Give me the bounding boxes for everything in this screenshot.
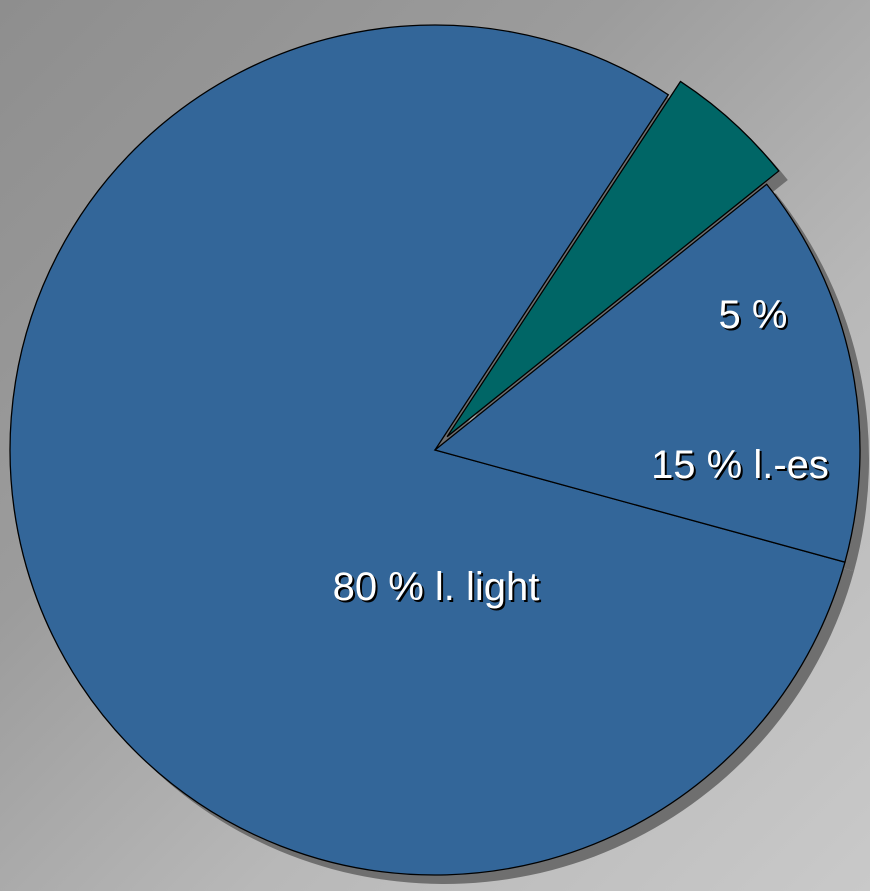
pie-slices — [9, 24, 861, 876]
slice-label-2: 15 % l.-es — [651, 443, 829, 487]
pie-slice-3 — [9, 24, 846, 876]
slice-label-shadow: 15 % l.-es — [653, 445, 831, 489]
slice-label-shadow: 80 % l. light — [335, 567, 542, 611]
slice-label-shadow: 5 % — [721, 295, 790, 339]
slice-label-3: 80 % l. light — [333, 565, 540, 609]
slice-label-1: 5 % — [719, 293, 788, 337]
pie-slice-1 — [446, 80, 780, 438]
pie-slice-2 — [433, 183, 861, 563]
